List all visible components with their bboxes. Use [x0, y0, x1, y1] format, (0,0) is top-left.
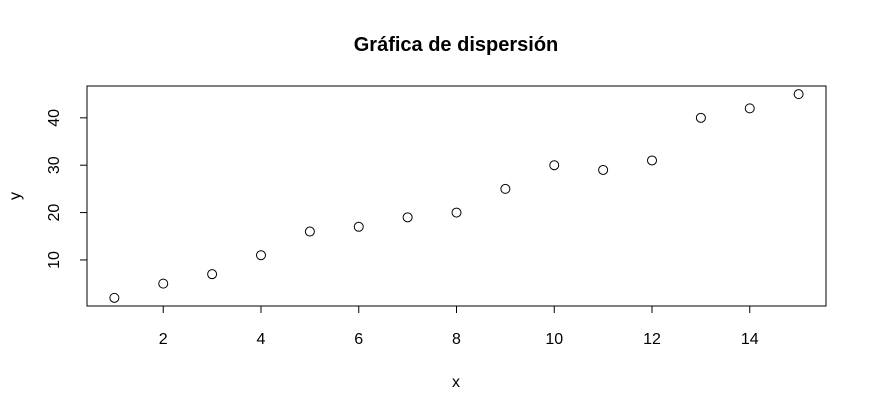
x-axis: 2 4 6 8 10 12 14: [159, 305, 759, 348]
x-tick-label: 14: [741, 331, 759, 348]
data-point: [500, 183, 511, 194]
data-point: [647, 155, 658, 166]
data-points: [109, 89, 804, 303]
data-point: [402, 212, 413, 223]
x-tick-label: 4: [257, 331, 266, 348]
data-point: [255, 250, 266, 261]
data-point: [451, 207, 462, 218]
x-axis-label: x: [452, 374, 460, 391]
plot-frame: [86, 85, 827, 307]
data-point: [793, 89, 804, 100]
y-tick-label: 10: [46, 251, 63, 269]
data-point: [353, 221, 364, 232]
data-point: [549, 160, 560, 171]
x-tick-label: 2: [159, 331, 168, 348]
data-point: [158, 278, 169, 289]
data-point: [744, 103, 755, 114]
y-axis-label: y: [7, 192, 24, 200]
y-tick-label: 30: [46, 156, 63, 174]
y-axis: 10 20 30 40: [46, 109, 88, 269]
y-tick-label: 20: [46, 204, 63, 222]
y-tick-label: 40: [46, 109, 63, 127]
data-point: [109, 292, 120, 303]
chart-title: Gráfica de dispersión: [354, 34, 559, 56]
data-point: [304, 226, 315, 237]
x-tick-label: 12: [643, 331, 661, 348]
data-point: [695, 112, 706, 123]
x-tick-label: 10: [545, 331, 563, 348]
x-tick-label: 8: [452, 331, 461, 348]
data-point: [598, 164, 609, 175]
x-tick-label: 6: [354, 331, 363, 348]
data-point: [207, 269, 218, 280]
